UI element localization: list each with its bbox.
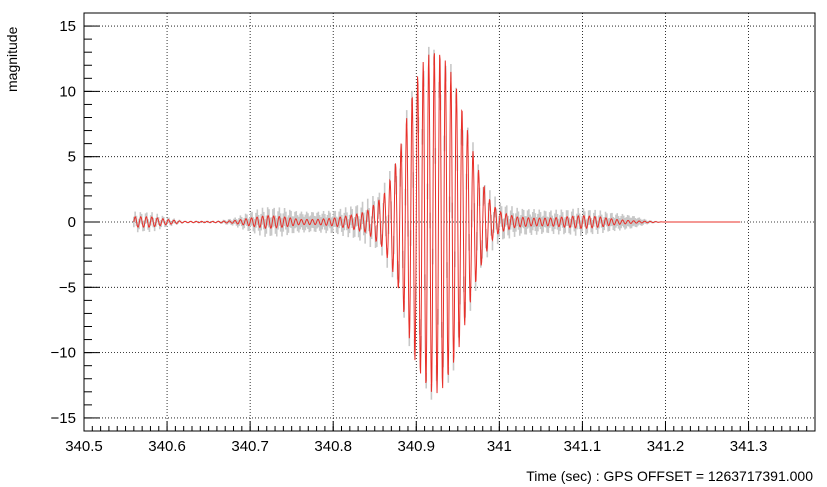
y-tick-label: −15	[51, 410, 76, 427]
y-tick-label: 0	[68, 214, 76, 231]
x-tick-label: 341.2	[647, 438, 685, 455]
x-tick-label: 341.1	[564, 438, 602, 455]
x-tick-label: 340.5	[65, 438, 103, 455]
y-tick-label: 5	[68, 149, 76, 166]
y-axis: −15 −10 −5 0 5 10 15	[51, 12, 100, 432]
x-tick-label: 341	[487, 438, 512, 455]
x-tick-label: 340.8	[314, 438, 352, 455]
y-tick-label: 15	[59, 18, 76, 35]
y-tick-label: 10	[59, 83, 76, 100]
x-tick-label: 340.9	[397, 438, 435, 455]
y-axis-title: magnitude	[4, 26, 20, 92]
x-tick-label: 340.7	[231, 438, 269, 455]
x-tick-label: 341.3	[730, 438, 768, 455]
x-tick-label: 340.6	[148, 438, 186, 455]
y-tick-label: −5	[59, 279, 76, 296]
y-tick-label: −10	[51, 345, 76, 362]
x-axis-title: Time (sec) : GPS OFFSET = 1263717391.000	[526, 468, 813, 484]
x-axis: 340.5 340.6 340.7 340.8 340.9 341 341.1 341.2 34…	[65, 421, 816, 455]
series-line	[133, 53, 741, 394]
